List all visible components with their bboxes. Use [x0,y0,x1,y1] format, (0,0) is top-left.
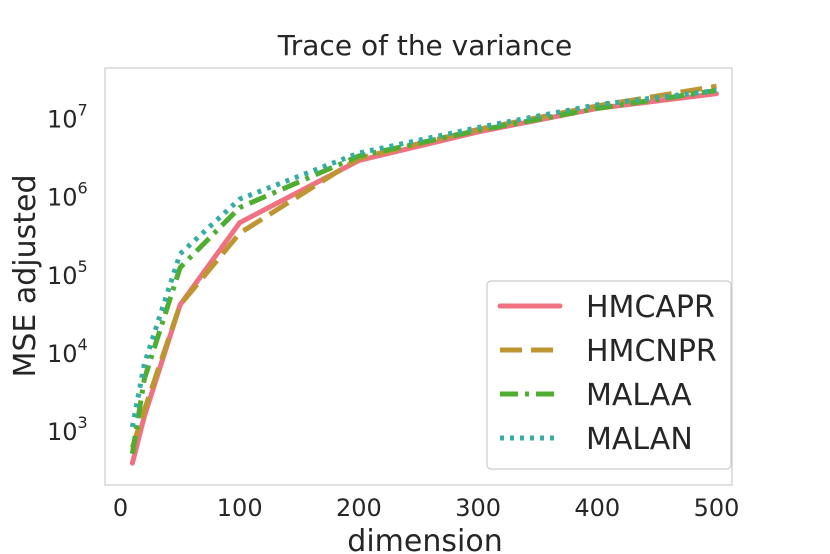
x-tick-label: 100 [217,494,263,522]
x-tick-label: 400 [574,494,620,522]
y-tick-label: 105 [47,257,88,290]
y-axis-title: MSE adjusted [8,174,43,377]
legend-box [486,280,732,470]
x-tick-label: 200 [336,494,382,522]
legend-label-malaa: MALAA [586,378,692,413]
plot-frame [104,67,733,486]
y-tick-label: 104 [47,335,88,368]
legend-label-hmcapr: HMCAPR [586,290,715,325]
legend-label-malan: MALAN [586,422,693,457]
y-tick-label: 107 [47,100,88,133]
legend: HMCAPR HMCNPR MALAA MALAN [486,280,732,470]
chart-title: Trace of the variance [277,29,572,62]
x-axis-title: dimension [347,524,502,554]
legend-label-hmcnpr: HMCNPR [586,334,717,369]
x-tick-label: 500 [694,494,740,522]
y-tick-label: 103 [47,413,88,446]
x-tick-label: 300 [455,494,501,522]
x-tick-label: 0 [113,494,128,522]
series-line-malan [129,88,717,428]
y-tick-label: 106 [47,179,88,212]
